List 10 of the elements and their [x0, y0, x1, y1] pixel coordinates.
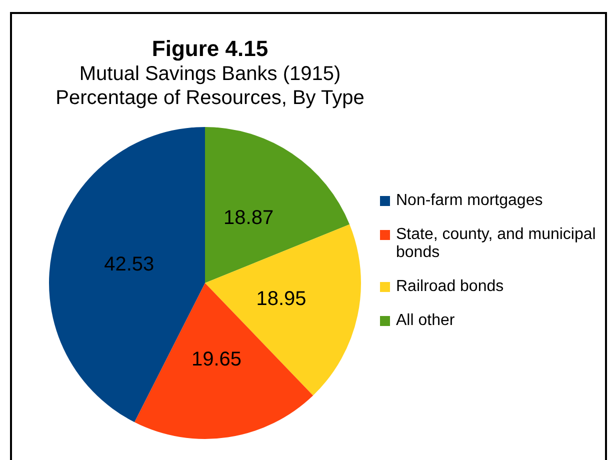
- chart-subtitle: Mutual Savings Banks (1915) Percentage of Resources, By Type: [54, 62, 366, 110]
- legend-label: Railroad bonds: [396, 278, 504, 296]
- chart-title: Figure 4.15: [150, 36, 270, 62]
- data-label: 42.53: [104, 253, 154, 276]
- legend-label: Non-farm mortgages: [396, 192, 543, 210]
- data-label: 19.65: [191, 348, 242, 371]
- data-label: 18.95: [256, 288, 306, 310]
- data-label: 18.87: [224, 206, 274, 229]
- legend-label: State, county, and municipal bonds: [396, 226, 597, 262]
- legend-label: All other: [396, 312, 455, 330]
